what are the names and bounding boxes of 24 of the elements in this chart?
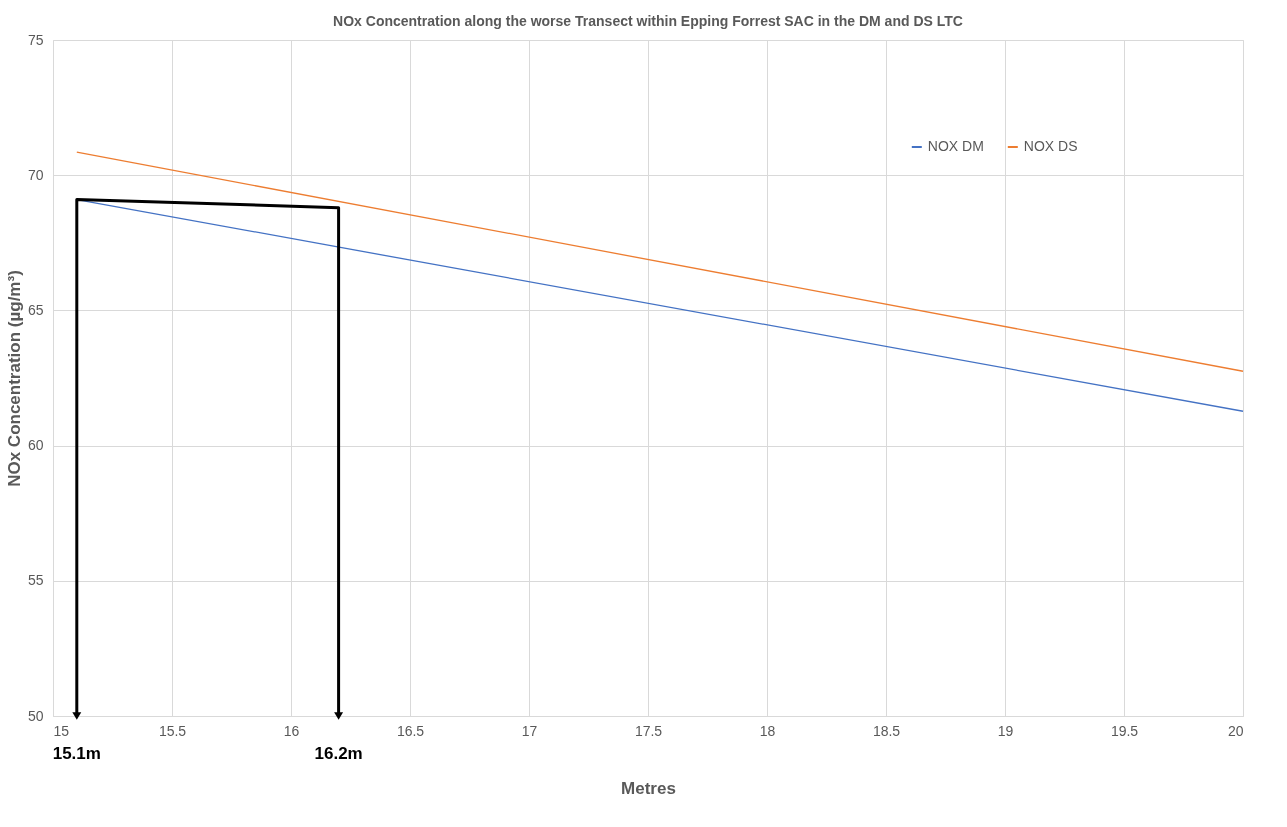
- annotation: 15.1m: [52, 744, 101, 763]
- y-tick-label: 65: [27, 301, 44, 318]
- legend-label: NOX DS: [1023, 138, 1078, 154]
- x-tick-label: 20: [1227, 722, 1244, 739]
- x-tick-label: 19: [997, 722, 1014, 739]
- y-axis-title: NOx Concentration (µg/m³): [4, 270, 24, 487]
- x-tick-label: 16.5: [396, 722, 425, 739]
- x-tick-label: 17: [521, 722, 538, 739]
- x-tick-label: 19.5: [1110, 722, 1139, 739]
- x-tick-label: 18.5: [872, 722, 901, 739]
- chart-title: NOx Concentration along the worse Transect within Epping Forrest SAC in the DM and DS LTC: [333, 13, 963, 29]
- y-tick-label: 60: [27, 437, 44, 454]
- x-tick-label: 15.5: [158, 722, 187, 739]
- y-tick-label: 50: [27, 707, 44, 724]
- x-tick-label: 15: [53, 722, 70, 739]
- x-tick-label: 16: [283, 722, 300, 739]
- y-tick-label: 55: [27, 572, 44, 589]
- y-tick-label: 70: [27, 166, 44, 183]
- x-tick-label: 17.5: [634, 722, 663, 739]
- annotation: 16.2m: [314, 744, 363, 763]
- y-tick-label: 75: [27, 31, 44, 48]
- x-tick-label: 18: [759, 722, 776, 739]
- x-axis-title: Metres: [621, 778, 676, 798]
- legend-label: NOX DM: [927, 138, 984, 154]
